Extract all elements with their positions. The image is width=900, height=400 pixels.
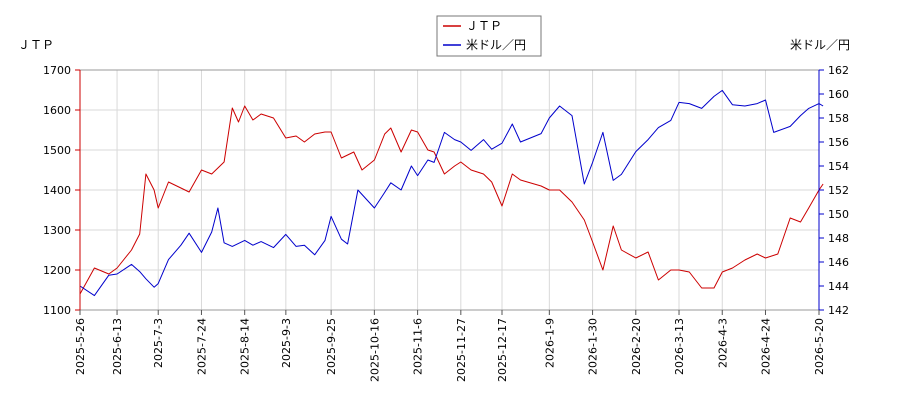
right-tick-label: 152	[828, 184, 849, 197]
right-axis-title: 米ドル／円	[790, 38, 850, 52]
x-tick-label: 2025-6-13	[111, 318, 124, 375]
left-tick-label: 1600	[43, 104, 71, 117]
x-tick-label: 2026-1-30	[587, 318, 600, 375]
left-tick-label: 1300	[43, 224, 71, 237]
x-tick-label: 2025-7-24	[195, 318, 208, 375]
x-tick-label: 2025-7-3	[152, 318, 165, 368]
left-tick-label: 1400	[43, 184, 71, 197]
x-tick-label: 2025-11-27	[455, 318, 468, 382]
left-y-axis: 1100 1200 1300 1400 1500 1600 1700	[43, 64, 81, 317]
x-tick-label: 2025-8-14	[239, 318, 252, 375]
x-tick-label: 2025-9-3	[280, 318, 293, 368]
right-tick-label: 144	[828, 280, 849, 293]
x-tick-label: 2026-1-9	[543, 318, 556, 368]
right-tick-label: 160	[828, 88, 849, 101]
series-line-usdjpy	[79, 89, 824, 297]
x-tick-label: 2026-5-20	[813, 318, 826, 375]
x-tick-label: 2025-5-26	[74, 318, 87, 375]
right-tick-label: 154	[828, 160, 849, 173]
legend-label-usdjpy: 米ドル／円	[466, 38, 526, 52]
left-axis-title: ＪＴＰ	[18, 38, 54, 52]
x-axis: 2025-5-26 2025-6-13 2025-7-3 2025-7-24 2025-…	[74, 310, 826, 382]
left-tick-label: 1700	[43, 64, 71, 77]
x-tick-label: 2026-4-3	[716, 318, 729, 368]
right-tick-label: 150	[828, 208, 849, 221]
x-tick-label: 2026-4-24	[759, 318, 772, 375]
right-tick-label: 162	[828, 64, 849, 77]
series-line-jtp	[79, 105, 824, 295]
x-tick-label: 2025-10-16	[368, 318, 381, 382]
x-tick-label: 2025-12-17	[496, 318, 509, 382]
right-tick-label: 146	[828, 256, 849, 269]
left-tick-label: 1500	[43, 144, 71, 157]
right-tick-label: 142	[828, 304, 849, 317]
legend-label-jtp: ＪＴＰ	[466, 19, 502, 33]
grid-lines	[79, 69, 820, 311]
left-tick-label: 1200	[43, 264, 71, 277]
series-layer	[79, 89, 824, 297]
x-tick-label: 2025-9-25	[325, 318, 338, 375]
right-tick-label: 148	[828, 232, 849, 245]
x-tick-label: 2025-11-6	[412, 318, 425, 375]
right-y-axis: 142 144 146 148 150 152 154 156 158 160 162	[818, 64, 849, 317]
legend: ＪＴＰ 米ドル／円	[436, 15, 542, 57]
right-tick-label: 158	[828, 112, 849, 125]
x-tick-label: 2026-3-13	[673, 318, 686, 375]
x-tick-label: 2026-2-20	[630, 318, 643, 375]
right-tick-label: 156	[828, 136, 849, 149]
left-tick-label: 1100	[43, 304, 71, 317]
